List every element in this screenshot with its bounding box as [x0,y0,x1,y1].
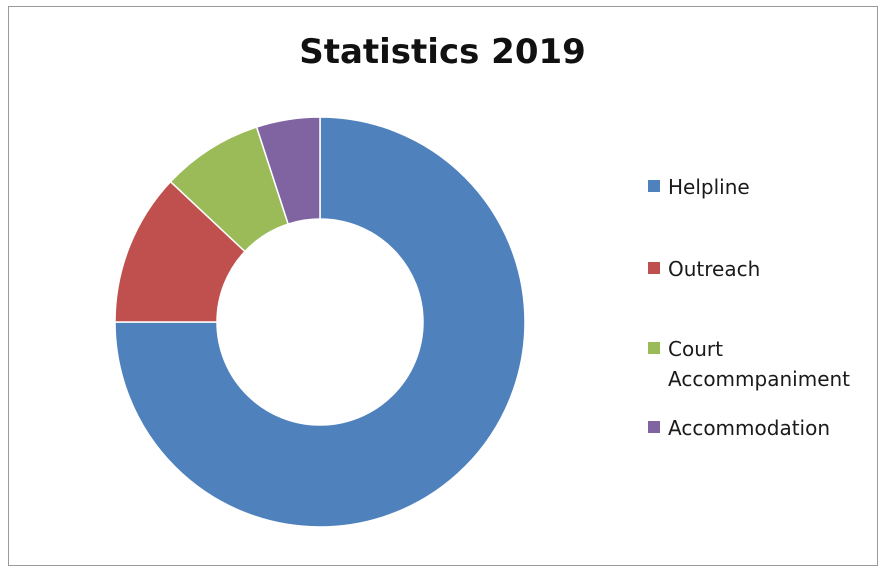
legend-item-court-accommpaniment: Court Accommpaniment [648,334,868,394]
legend-item-helpline: Helpline [648,172,750,202]
legend-swatch-accommodation [648,421,660,433]
legend-label-outreach: Outreach [668,254,760,284]
legend-label-helpline: Helpline [668,172,750,202]
legend-swatch-outreach [648,262,660,274]
legend-item-outreach: Outreach [648,254,760,284]
legend-item-accommodation: Accommodation [648,413,830,443]
legend-swatch-court-accommpaniment [648,342,660,354]
legend-label-court-accommpaniment: Court Accommpaniment [668,334,868,394]
legend-label-accommodation: Accommodation [668,413,830,443]
legend-swatch-helpline [648,180,660,192]
